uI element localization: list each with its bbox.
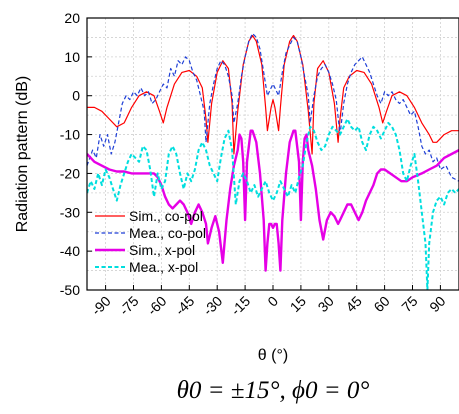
x-tick-label: -90 xyxy=(88,293,114,319)
series-line-1 xyxy=(87,34,459,155)
y-tick-label: -10 xyxy=(60,127,80,143)
x-tick-label: -30 xyxy=(200,293,226,319)
y-tick-label: 20 xyxy=(64,10,80,26)
chart-caption: θ0 = ±15°, ϕ0 = 0° xyxy=(177,377,370,404)
series-layer xyxy=(87,32,459,290)
y-tick-label: 0 xyxy=(72,88,80,104)
x-tick-label: -75 xyxy=(116,293,142,319)
x-tick-label: 30 xyxy=(315,293,337,315)
x-tick-label: -60 xyxy=(144,293,170,319)
legend-entry: Sim., x-pol xyxy=(129,242,195,258)
x-tick-label: 15 xyxy=(287,293,309,315)
x-tick-label: -45 xyxy=(172,293,198,319)
x-tick-label: 90 xyxy=(426,293,448,315)
legend-entry: Mea., x-pol xyxy=(129,259,198,275)
series-line-2 xyxy=(87,32,459,182)
x-tick-label: 45 xyxy=(342,293,364,315)
x-tick-label: 75 xyxy=(398,293,420,315)
y-tick-label: -20 xyxy=(60,165,80,181)
x-tick-label: 0 xyxy=(264,293,281,310)
legend-entry: Sim., co-pol xyxy=(129,208,203,224)
y-tick-label: -40 xyxy=(60,243,80,259)
series-line-4 xyxy=(87,118,459,290)
y-axis: 20 10 0 -10 -20 -30 -40 -50 xyxy=(60,10,92,298)
y-axis-label: Radiation pattern (dB) xyxy=(14,76,31,233)
x-axis-label: θ (°) xyxy=(258,347,288,364)
series-line-3 xyxy=(87,129,459,272)
y-tick-label: 10 xyxy=(64,49,80,65)
x-tick-label: 60 xyxy=(370,293,392,315)
y-tick-label: -30 xyxy=(60,204,80,220)
x-tick-label: -15 xyxy=(228,293,254,319)
y-tick-label: -50 xyxy=(60,282,80,298)
legend-entry: Mea., co-pol xyxy=(129,225,206,241)
